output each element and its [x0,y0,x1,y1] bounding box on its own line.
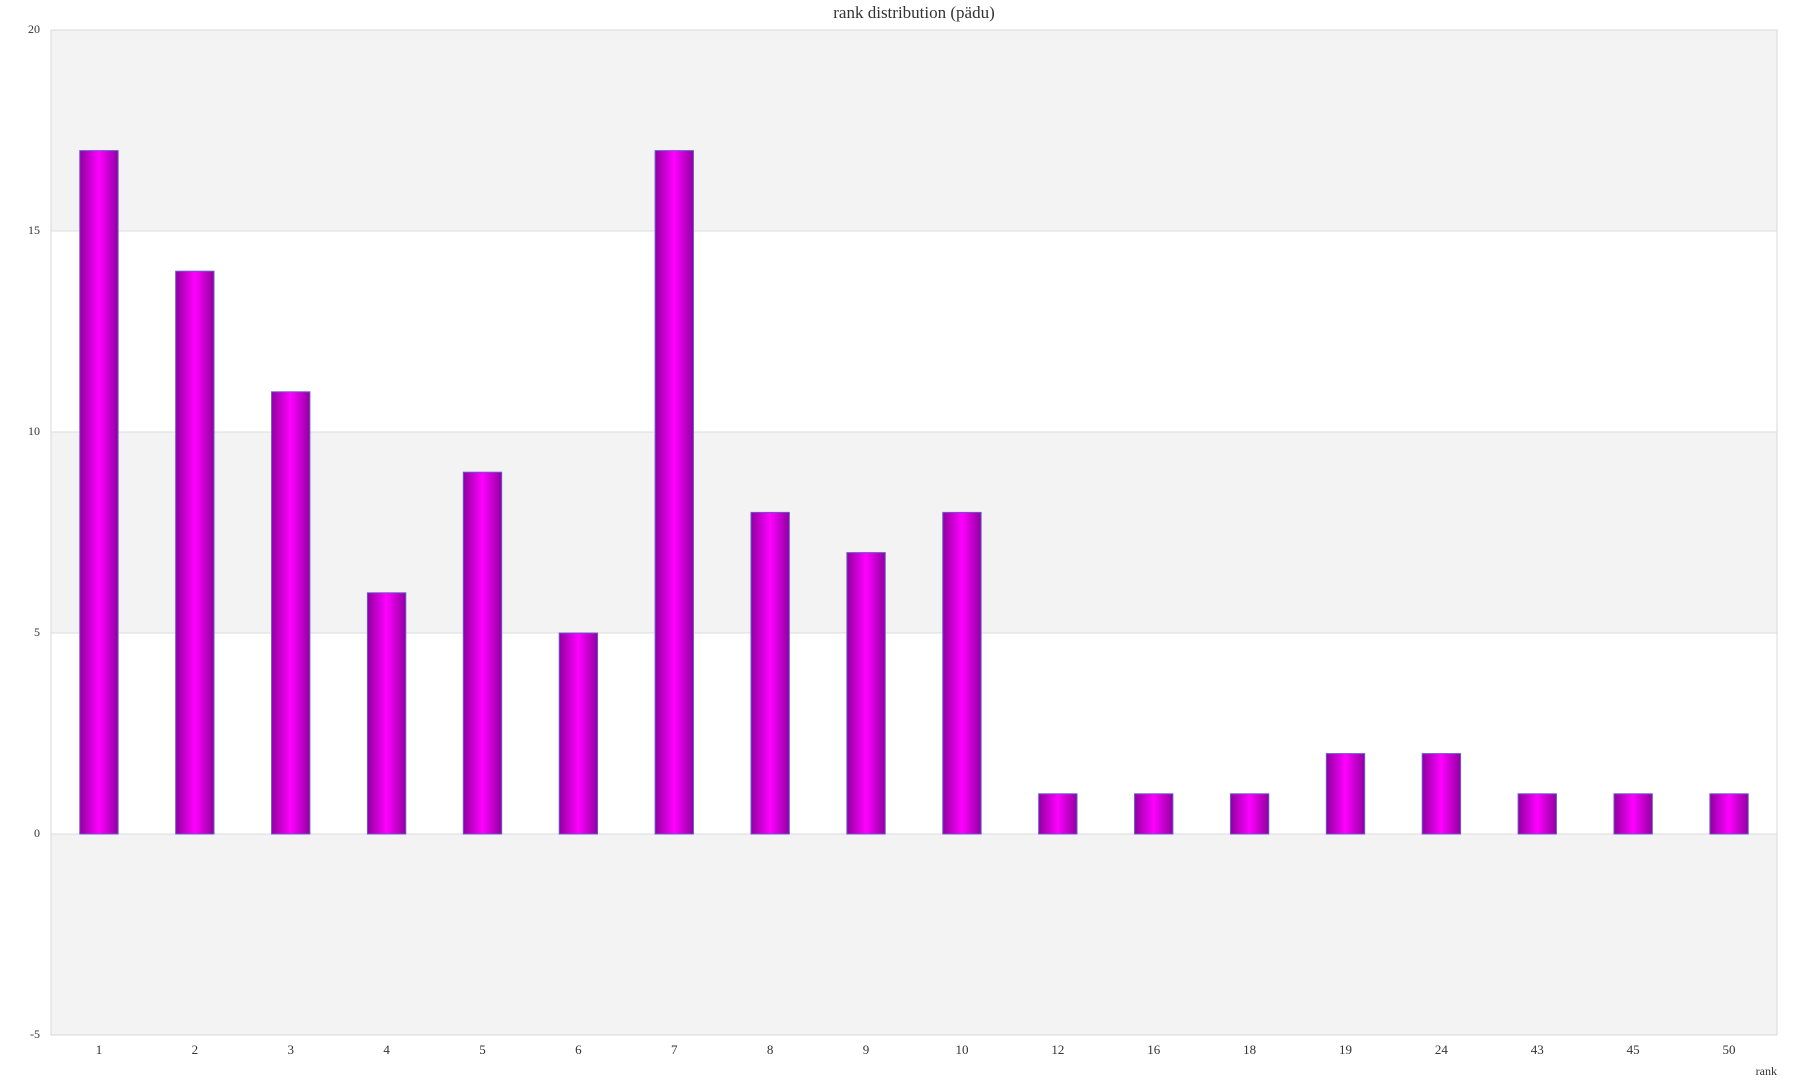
grid-band [51,432,1777,633]
x-tick-label: 1 [96,1042,103,1057]
x-axis-label: rank [1756,1064,1777,1078]
x-tick-label: 4 [383,1042,390,1057]
x-tick-label: 50 [1723,1042,1736,1057]
grid-band [51,30,1777,231]
y-tick-label: 0 [34,826,40,840]
bar [271,391,311,835]
y-tick-label: -5 [30,1027,40,1041]
y-tick-label: 20 [28,22,40,36]
bar [942,511,982,835]
bar [1038,793,1078,835]
chart-title: rank distribution (pädu) [833,3,994,22]
grid-bands [51,30,1777,1035]
bar [750,511,790,835]
x-tick-label: 2 [192,1042,199,1057]
y-tick-label: 10 [28,424,40,438]
bar [654,150,694,835]
bar [1325,753,1366,835]
x-tick-label: 8 [767,1042,774,1057]
grid-band [51,834,1777,1035]
x-tick-label: 19 [1339,1042,1352,1057]
y-tick-label: 15 [28,223,40,237]
x-tick-label: 24 [1435,1042,1449,1057]
plot-border [50,29,1778,1036]
bar [1421,753,1462,835]
x-tick-label: 43 [1531,1042,1544,1057]
bar [79,150,119,835]
x-tick-label: 5 [479,1042,486,1057]
x-tick-label: 12 [1051,1042,1064,1057]
x-tick-label: 18 [1243,1042,1256,1057]
bar [1709,793,1749,835]
x-tick-label: 7 [671,1042,678,1057]
x-tick-label: 9 [863,1042,870,1057]
bar [366,592,407,835]
y-tick-label: 5 [34,625,40,639]
bar [558,632,599,835]
bar [846,552,886,835]
bar [1229,793,1270,835]
x-tick-label: 10 [955,1042,968,1057]
x-tick-label: 16 [1147,1042,1161,1057]
bar [1517,793,1557,835]
x-tick-label: 3 [287,1042,294,1057]
x-tick-label: 6 [575,1042,582,1057]
bar [175,270,215,835]
bar [1613,793,1653,835]
bar [1134,793,1174,835]
x-tick-label: 45 [1627,1042,1640,1057]
bar [462,471,503,835]
